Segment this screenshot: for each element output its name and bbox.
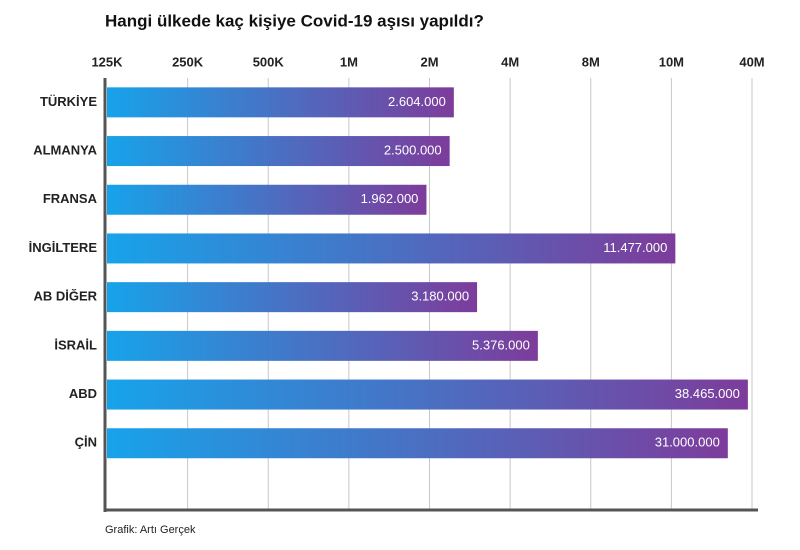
value-label: 11.477.000 [603, 240, 667, 255]
x-tick-label: 500K [253, 54, 285, 69]
x-tick-label: 250K [172, 54, 204, 69]
x-tick-label: 8M [582, 54, 600, 69]
source-note: Grafik: Artı Gerçek [105, 524, 196, 536]
category-label: AB DİĞER [33, 289, 97, 304]
value-label: 38.465.000 [675, 386, 740, 401]
x-tick-label: 40M [739, 54, 764, 69]
value-label: 2.604.000 [388, 94, 446, 109]
category-label: ALMANYA [33, 142, 97, 157]
value-label: 1.962.000 [361, 191, 419, 206]
category-label: ABD [69, 386, 97, 401]
value-label: 5.376.000 [472, 337, 530, 352]
category-label: İNGİLTERE [29, 240, 98, 255]
x-tick-label: 125K [91, 54, 123, 69]
value-label: 3.180.000 [411, 289, 469, 304]
bar [107, 136, 450, 167]
value-label: 2.500.000 [384, 142, 442, 157]
x-tick-label: 1M [340, 54, 358, 69]
chart-title: Hangi ülkede kaç kişiye Covid-19 aşısı y… [105, 11, 484, 30]
x-tick-label: 10M [659, 54, 684, 69]
bar [107, 184, 427, 215]
bar [107, 282, 478, 313]
bar [107, 233, 676, 264]
category-label: ÇİN [75, 435, 97, 450]
category-label: TÜRKİYE [40, 94, 97, 109]
value-label: 31.000.000 [655, 435, 720, 450]
bar [107, 379, 748, 410]
category-label: İSRAİL [54, 337, 97, 352]
bar [107, 87, 454, 118]
x-tick-label: 4M [501, 54, 519, 69]
x-tick-label: 2M [420, 54, 438, 69]
bar [107, 330, 538, 361]
category-label: FRANSA [43, 191, 98, 206]
bar [107, 428, 728, 459]
